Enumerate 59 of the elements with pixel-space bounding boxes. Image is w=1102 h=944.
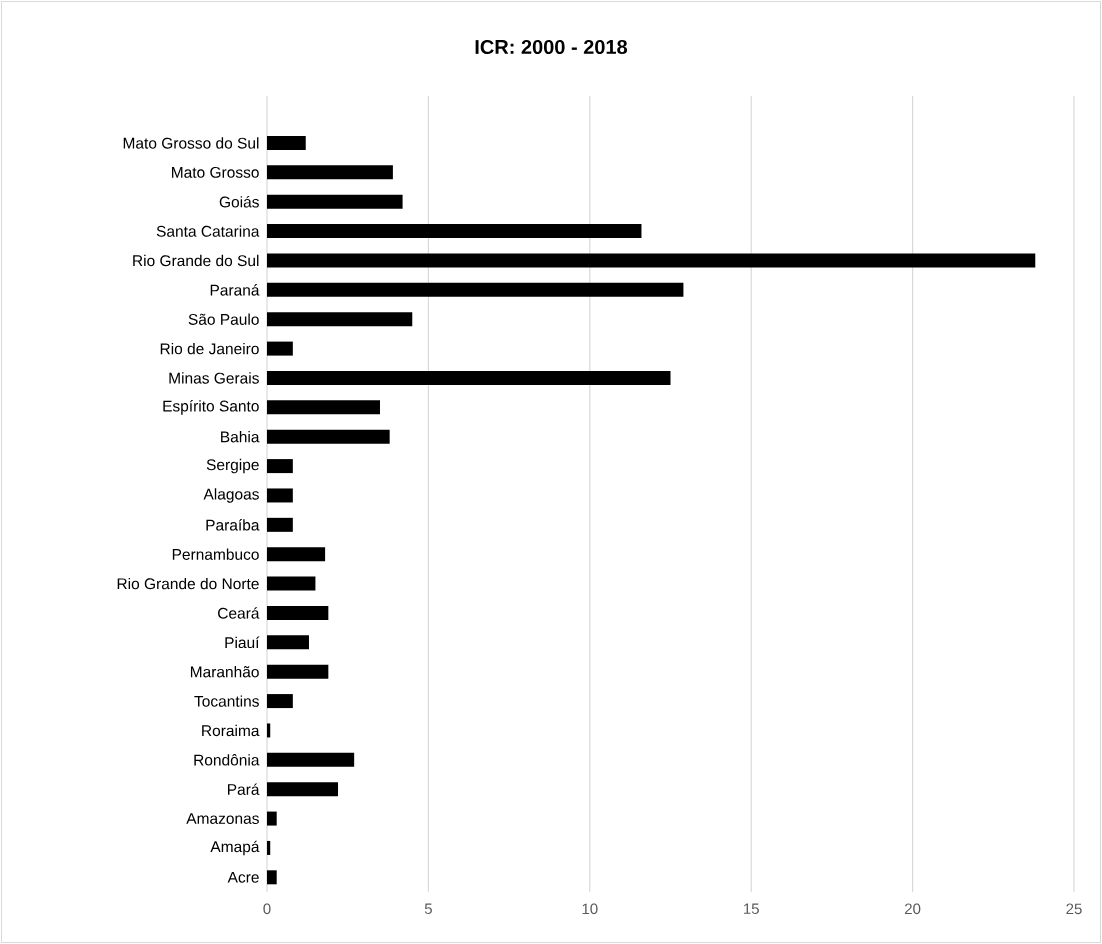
y-tick-label: Pará xyxy=(228,783,260,795)
bar xyxy=(267,224,642,239)
y-tick-label: Amapá xyxy=(210,840,260,856)
bar xyxy=(267,576,316,591)
bar xyxy=(267,282,684,297)
bar xyxy=(267,547,326,562)
x-tick-label: 10 xyxy=(582,903,598,915)
y-tick-label: Bahia xyxy=(221,431,260,443)
bar xyxy=(267,752,355,767)
y-tick-label: Rio Grande do Norte xyxy=(117,577,259,590)
y-tick-label: Mato Grosso do Sul xyxy=(123,137,259,149)
bar xyxy=(267,840,271,855)
y-tick-label: Espírito Santo xyxy=(163,400,259,415)
bar xyxy=(267,370,671,385)
bar xyxy=(267,782,339,797)
bar xyxy=(267,723,271,738)
y-tick-label: Acre xyxy=(227,871,259,883)
y-tick-label: Tocantins xyxy=(194,695,259,707)
bar xyxy=(267,135,306,150)
bar xyxy=(267,341,293,356)
x-tick-label: 5 xyxy=(424,903,432,914)
y-tick-label: Alagoas xyxy=(203,488,259,503)
y-tick-label: Paraíba xyxy=(206,519,260,531)
y-tick-label: Piauí xyxy=(225,636,260,649)
bar xyxy=(267,870,277,885)
y-tick-label: São Paulo xyxy=(188,313,259,325)
bar xyxy=(267,811,277,826)
bar xyxy=(267,605,329,620)
y-tick-label: Mato Grosso xyxy=(172,166,259,178)
y-tick-label: Minas Gerais xyxy=(169,372,259,384)
bar xyxy=(267,253,1036,268)
bar xyxy=(267,459,293,474)
bar xyxy=(267,194,403,209)
bar xyxy=(267,694,293,709)
bar xyxy=(267,165,393,180)
x-tick-label: 0 xyxy=(263,903,271,915)
y-tick-label: Pernambuco xyxy=(172,548,259,560)
bar xyxy=(267,635,309,650)
x-tick-label: 25 xyxy=(1066,903,1082,915)
chart-title: ICR: 2000 - 2018 xyxy=(475,39,628,55)
bar xyxy=(267,400,380,415)
y-tick-label: Rondônia xyxy=(194,754,260,766)
y-tick-label: Paraná xyxy=(210,284,260,296)
bar xyxy=(267,312,413,327)
y-tick-label: Sergipe xyxy=(206,458,259,474)
bar xyxy=(267,429,390,444)
bar xyxy=(267,664,329,679)
y-tick-label: Roraima xyxy=(202,724,260,737)
x-tick-label: 15 xyxy=(744,903,759,914)
y-tick-label: Rio de Janeiro xyxy=(160,342,259,355)
x-tick-label: 20 xyxy=(905,903,921,915)
y-tick-label: Goiás xyxy=(219,195,259,208)
y-tick-label: Ceará xyxy=(218,607,260,619)
y-tick-label: Amazonas xyxy=(186,813,259,824)
y-tick-label: Maranhão xyxy=(190,666,259,678)
bar xyxy=(267,517,293,532)
bar xyxy=(267,488,293,503)
y-tick-label: Santa Catarina xyxy=(156,225,260,237)
y-tick-label: Rio Grande do Sul xyxy=(133,254,259,267)
